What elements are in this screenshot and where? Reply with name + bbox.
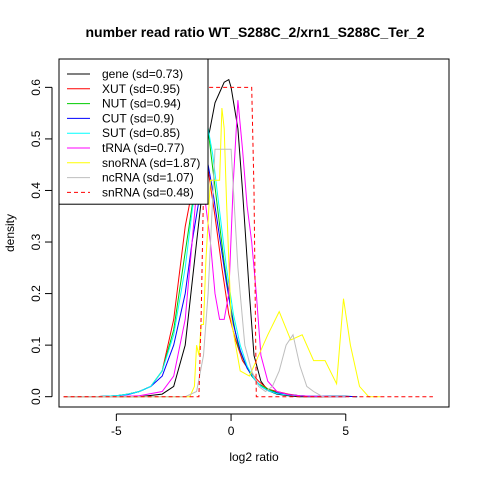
series-line-8 (63, 86, 433, 398)
y-tick-label-4: 0.4 (29, 182, 43, 199)
legend: gene (sd=0.73)XUT (sd=0.95)NUT (sd=0.94)… (58, 58, 209, 205)
x-tick-label-2: 5 (342, 424, 349, 438)
series-line-5 (63, 100, 346, 398)
legend-box (58, 58, 209, 205)
legend-label-1: XUT (sd=0.95) (102, 82, 180, 96)
x-axis: -5 0 5 (111, 413, 349, 438)
x-axis-label: log2 ratio (229, 450, 279, 464)
legend-label-5: tRNA (sd=0.77) (102, 141, 184, 155)
y-axis: 0.0 0.1 0.2 0.3 0.4 0.5 0.6 (29, 79, 53, 405)
legend-label-7: ncRNA (sd=1.07) (102, 171, 194, 185)
legend-label-3: CUT (sd=0.9) (102, 111, 174, 125)
legend-label-2: NUT (sd=0.94) (102, 97, 181, 111)
legend-label-8: snRNA (sd=0.48) (102, 185, 194, 199)
y-tick-label-3: 0.3 (29, 233, 43, 250)
series-line-0 (63, 78, 346, 398)
y-tick-label-5: 0.5 (29, 130, 43, 147)
x-tick-label-0: -5 (111, 424, 122, 438)
plot-area (63, 78, 433, 398)
y-tick-label-2: 0.2 (29, 285, 43, 302)
legend-label-4: SUT (sd=0.85) (102, 126, 180, 140)
y-tick-label-0: 0.0 (29, 388, 43, 405)
y-axis-label: density (3, 214, 17, 252)
chart-title: number read ratio WT_S288C_2/xrn1_S288C_… (85, 24, 424, 40)
y-tick-label-6: 0.6 (29, 79, 43, 96)
x-tick-label-1: 0 (228, 424, 235, 438)
legend-label-0: gene (sd=0.73) (102, 67, 183, 81)
y-tick-label-1: 0.1 (29, 336, 43, 353)
series-line-7 (63, 148, 346, 398)
series-line-6 (63, 107, 381, 398)
plot-frame (58, 58, 450, 408)
legend-label-6: snoRNA (sd=1.87) (102, 156, 200, 170)
